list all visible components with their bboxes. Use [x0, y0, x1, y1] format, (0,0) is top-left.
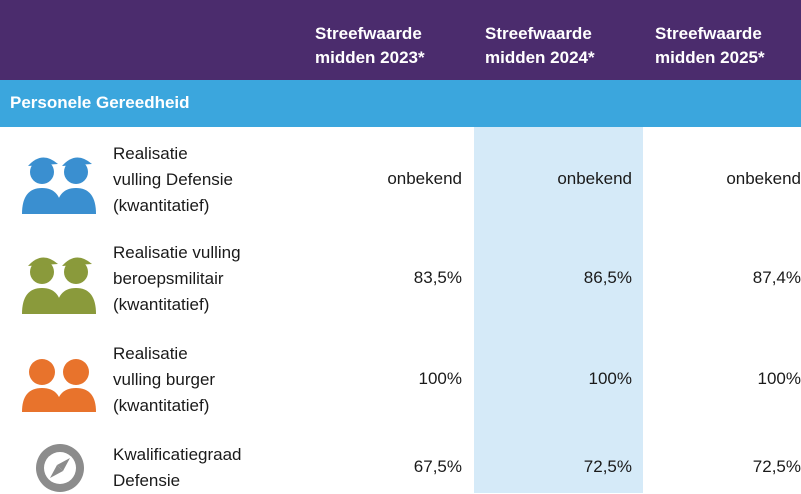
column-header: Streefwaarde midden 2023*	[315, 22, 425, 70]
cell-value: 72,5%	[583, 457, 632, 476]
row-label-line: Realisatie vulling	[113, 243, 241, 262]
cell-value: 87,4%	[752, 268, 801, 287]
row-label-line: Realisatie	[113, 144, 188, 163]
row-label: Realisatie vulling burger (kwantitatief)	[113, 341, 215, 419]
section-bar: Personele Gereedheid	[0, 80, 801, 127]
row-label-line: (kwantitatief)	[113, 396, 210, 415]
icon-civilians	[22, 359, 96, 412]
column-header: Streefwaarde midden 2024*	[485, 22, 595, 70]
row-label-line: Realisatie	[113, 344, 188, 363]
cell-value: 86,5%	[583, 268, 632, 287]
row-label-line: vulling burger	[113, 370, 216, 389]
row-label: Realisatie vulling Defensie (kwantitatief)	[113, 141, 233, 219]
header-bar	[0, 0, 801, 80]
column-header-line: Streefwaarde	[485, 24, 592, 43]
cell-value: 100%	[757, 369, 801, 388]
cell-value: onbekend	[726, 169, 801, 188]
column-header-line: midden 2024*	[485, 48, 595, 67]
cell-value: 100%	[588, 369, 632, 388]
cell-value: onbekend	[387, 169, 462, 188]
cell-value: 100%	[418, 369, 462, 388]
row-label-line: beroepsmilitair	[113, 269, 224, 288]
icon-soldiers	[22, 157, 96, 214]
section-title: Personele Gereedheid	[10, 93, 190, 112]
cell-value: 83,5%	[413, 268, 462, 287]
column-header-line: Streefwaarde	[315, 24, 422, 43]
row-label-line: (kwantitatief)	[113, 295, 210, 314]
row-label-line: (kwantitatief)	[113, 196, 210, 215]
row-label: Realisatie vulling beroepsmilitair (kwanti…	[113, 240, 241, 318]
column-header-line: midden 2025*	[655, 48, 765, 67]
row-label-line: Kwalificatiegraad	[113, 445, 242, 464]
column-header: Streefwaarde midden 2025*	[655, 22, 765, 70]
row-label: Kwalificatiegraad Defensie	[113, 442, 242, 494]
icon-compass	[36, 444, 84, 492]
cell-value: 72,5%	[752, 457, 801, 476]
column-header-line: midden 2023*	[315, 48, 425, 67]
column-header-line: Streefwaarde	[655, 24, 762, 43]
cell-value: onbekend	[557, 169, 632, 188]
icon-military	[22, 257, 96, 314]
row-label-line: Defensie	[113, 471, 181, 490]
column-highlight	[474, 127, 643, 493]
row-label-line: vulling Defensie	[113, 170, 234, 189]
cell-value: 67,5%	[413, 457, 462, 476]
